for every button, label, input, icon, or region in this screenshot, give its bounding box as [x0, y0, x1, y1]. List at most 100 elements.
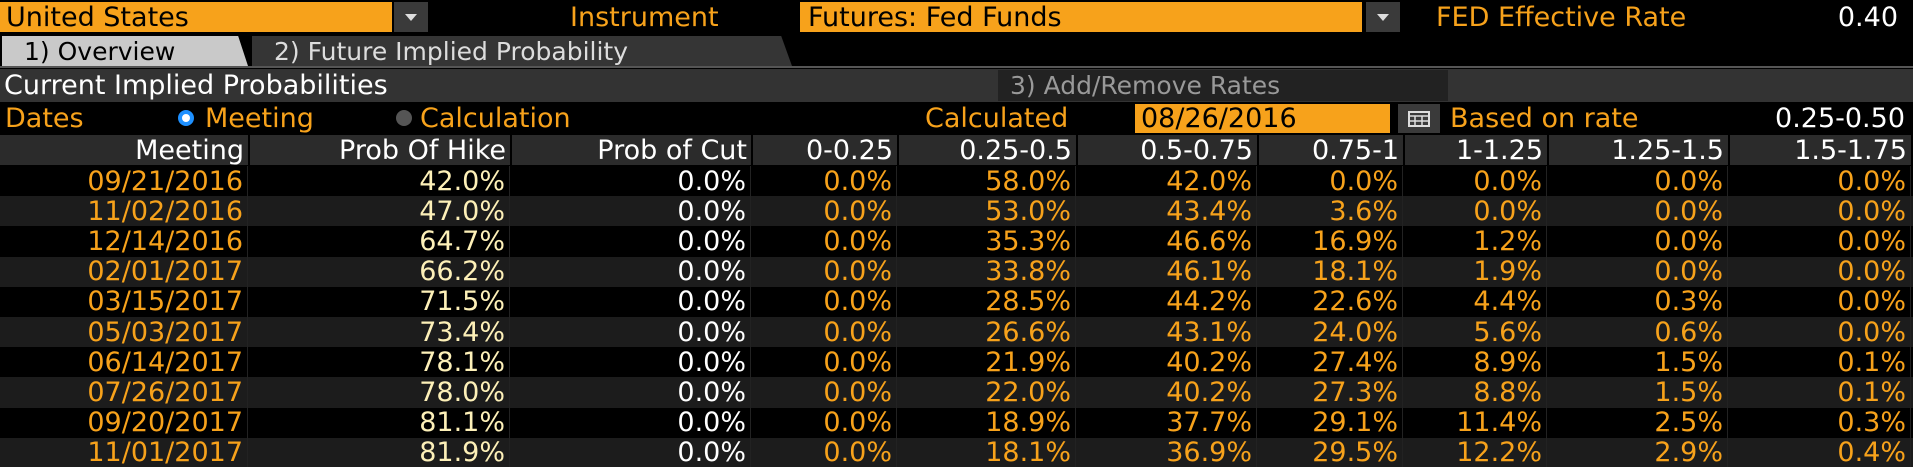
table-cell: 11/02/2016 — [0, 196, 248, 227]
arrow-icon — [1377, 14, 1389, 21]
table-cell: 0.0% — [512, 256, 751, 287]
table-cell: 09/21/2016 — [0, 166, 248, 197]
table-cell: 27.3% — [1259, 377, 1403, 408]
table-cell: 12/14/2016 — [0, 226, 248, 257]
table-row — [0, 317, 1913, 348]
table-cell: 44.2% — [1078, 286, 1257, 317]
table-cell: 42.0% — [250, 166, 510, 197]
table-cell: 0.0% — [1730, 196, 1911, 227]
table-row — [0, 226, 1913, 257]
table-row — [0, 347, 1913, 378]
table-cell: 73.4% — [250, 317, 510, 348]
table-cell: 43.1% — [1078, 317, 1257, 348]
radio-button[interactable] — [396, 110, 412, 126]
table-cell: 40.2% — [1078, 377, 1257, 408]
table-cell: 0.0% — [1549, 166, 1728, 197]
table-cell: 18.9% — [899, 407, 1076, 438]
table-cell: 27.4% — [1259, 347, 1403, 378]
table-cell: 2.5% — [1549, 407, 1728, 438]
section-title: Current Implied Probabilities — [4, 70, 388, 101]
section-bar — [0, 69, 1913, 102]
add-remove-button[interactable]: 3) Add/Remove Rates — [998, 70, 1448, 101]
table-cell: 21.9% — [899, 347, 1076, 378]
rate-value: 0.40 — [1837, 1, 1898, 33]
table-cell: 03/15/2017 — [0, 286, 248, 317]
table-cell: 0.4% — [1730, 437, 1911, 467]
table-cell: 0.0% — [1259, 166, 1403, 197]
table-cell: 0.0% — [753, 166, 897, 197]
table-cell: 18.1% — [899, 437, 1076, 467]
table-cell: 26.6% — [899, 317, 1076, 348]
table-cell: 0.1% — [1730, 347, 1911, 378]
table-cell: 81.1% — [250, 407, 510, 438]
table-cell: 24.0% — [1259, 317, 1403, 348]
table-cell: 0.0% — [1405, 166, 1547, 197]
dropdown-arrow[interactable] — [1366, 2, 1400, 32]
table-cell: 0.0% — [1730, 166, 1911, 197]
table-cell: 0.0% — [1730, 317, 1911, 348]
table-cell: 4.4% — [1405, 286, 1547, 317]
table-cell: 07/26/2017 — [0, 377, 248, 408]
table-cell: 53.0% — [899, 196, 1076, 227]
radio-button[interactable] — [178, 110, 194, 126]
dates-label: Dates — [5, 102, 84, 134]
table-cell: 0.0% — [512, 226, 751, 257]
country-select[interactable]: United States — [0, 2, 392, 32]
table-cell: 5.6% — [1405, 317, 1547, 348]
table-cell: 05/03/2017 — [0, 317, 248, 348]
table-row — [0, 437, 1913, 467]
table-row — [0, 196, 1913, 227]
table-cell: 0.0% — [512, 377, 751, 408]
table-cell: 33.8% — [899, 256, 1076, 287]
table-cell: 0.0% — [753, 256, 897, 287]
table-cell: 0.0% — [512, 166, 751, 197]
instrument-select[interactable]: Futures: Fed Funds — [800, 2, 1362, 32]
table-cell: 0.0% — [1549, 196, 1728, 227]
table-cell: 35.3% — [899, 226, 1076, 257]
table-cell: 0.1% — [1730, 377, 1911, 408]
table-row — [0, 166, 1913, 197]
rate-label: FED Effective Rate — [1436, 1, 1687, 33]
table-cell: 0.0% — [512, 437, 751, 467]
table-cell: 0.0% — [753, 407, 897, 438]
tab-underline — [0, 66, 1913, 68]
table-cell: 1.5% — [1549, 377, 1728, 408]
table-cell: 0.0% — [1405, 196, 1547, 227]
column-header: 0.25-0.5 — [899, 135, 1076, 165]
arrow-icon — [405, 14, 417, 21]
table-cell: 42.0% — [1078, 166, 1257, 197]
table-cell: 0.3% — [1549, 286, 1728, 317]
meeting-option[interactable]: Meeting — [205, 102, 314, 134]
tab[interactable]: 2) Future Implied Probability — [252, 36, 792, 66]
tab[interactable]: 1) Overview — [2, 36, 248, 66]
table-cell: 43.4% — [1078, 196, 1257, 227]
table-cell: 02/01/2017 — [0, 256, 248, 287]
table-cell: 8.8% — [1405, 377, 1547, 408]
table-cell: 81.9% — [250, 437, 510, 467]
table-cell: 46.6% — [1078, 226, 1257, 257]
table-cell: 1.9% — [1405, 256, 1547, 287]
table-cell: 0.0% — [1730, 286, 1911, 317]
table-cell: 09/20/2017 — [0, 407, 248, 438]
based-label: Based on rate — [1450, 102, 1639, 134]
table-cell: 0.0% — [1730, 256, 1911, 287]
calendar-button[interactable] — [1398, 104, 1440, 133]
table-cell: 40.2% — [1078, 347, 1257, 378]
table-cell: 78.1% — [250, 347, 510, 378]
table-cell: 47.0% — [250, 196, 510, 227]
calculation-option[interactable]: Calculation — [420, 102, 571, 134]
table-cell: 64.7% — [250, 226, 510, 257]
table-cell: 1.5% — [1549, 347, 1728, 378]
table-cell: 66.2% — [250, 256, 510, 287]
table-cell: 58.0% — [899, 166, 1076, 197]
table-cell: 06/14/2017 — [0, 347, 248, 378]
calculated-date[interactable]: 08/26/2016 — [1135, 104, 1390, 133]
column-header: Prob Of Hike — [250, 135, 510, 165]
instrument-label: Instrument — [570, 1, 719, 33]
dropdown-arrow[interactable] — [394, 2, 428, 32]
table-cell: 28.5% — [899, 286, 1076, 317]
table-cell: 0.0% — [512, 286, 751, 317]
column-header: Prob of Cut — [512, 135, 751, 165]
table-cell: 0.0% — [1549, 256, 1728, 287]
table-cell: 0.0% — [753, 196, 897, 227]
